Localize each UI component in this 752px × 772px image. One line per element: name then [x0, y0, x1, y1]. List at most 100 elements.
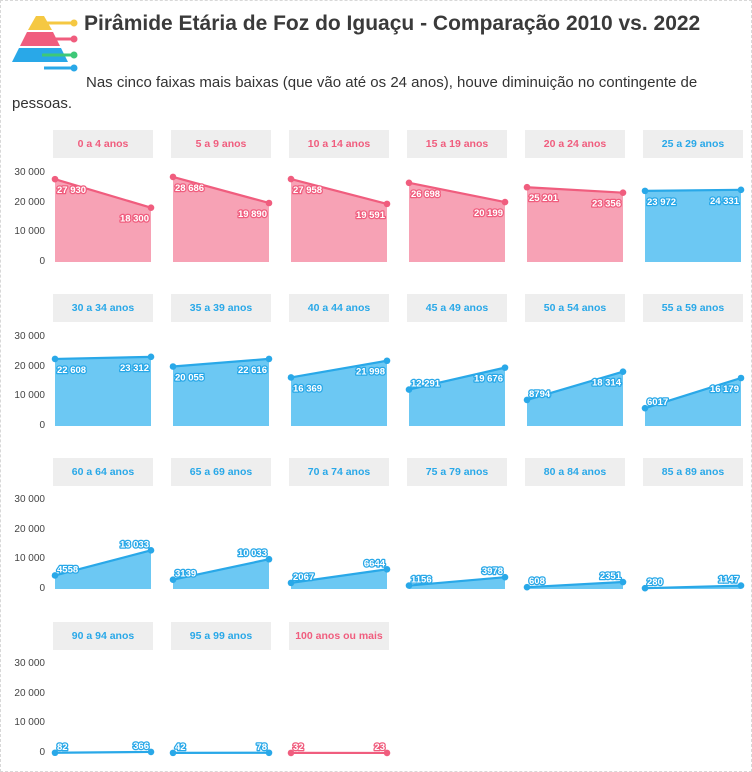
y-tick-label: 10 000	[14, 717, 45, 729]
panel-title: 80 a 84 anos	[525, 458, 625, 486]
series-area	[173, 176, 269, 262]
panel-title: 90 a 94 anos	[53, 622, 153, 650]
series-area	[645, 378, 741, 426]
panel-title: 35 a 39 anos	[171, 294, 271, 322]
data-label-2010: 23 972	[647, 197, 676, 208]
series-line	[526, 580, 624, 589]
y-tick-label: 20 000	[14, 687, 45, 699]
panel-title: 10 a 14 anos	[289, 130, 389, 158]
panel-title: 40 a 44 anos	[289, 294, 389, 322]
series-area	[55, 356, 151, 426]
panel-15: 1156 3978	[405, 565, 509, 589]
chart-header: Pirâmide Etária de Foz do Iguaçu - Compa…	[0, 0, 752, 116]
point-2010	[405, 386, 413, 393]
series-area	[645, 189, 741, 262]
panel-title: 50 a 54 anos	[525, 294, 625, 322]
panel-title: 60 a 64 anos	[53, 458, 153, 486]
point-2022	[265, 355, 273, 363]
data-label-2022: 19 890	[238, 209, 267, 220]
point-2010	[169, 363, 177, 370]
point-2010	[51, 572, 59, 579]
panel-11: 6017 16 179	[641, 374, 745, 426]
panel-3: 26 698 20 199	[405, 179, 509, 262]
point-2010	[405, 179, 413, 187]
series-area	[527, 187, 623, 262]
panel-2: 27 958 19 591	[287, 175, 391, 262]
point-2022	[147, 748, 155, 756]
panel-1: 28 686 19 890	[169, 173, 273, 262]
panel-title: 100 anos ou mais	[289, 622, 389, 650]
data-label-2022: 1147	[718, 575, 739, 586]
point-2010	[169, 576, 177, 583]
data-label-2022: 78	[256, 742, 267, 753]
point-2022	[383, 200, 391, 208]
point-2010	[523, 396, 531, 404]
series-area	[173, 559, 269, 589]
panel-9: 12 291 19 676	[405, 364, 509, 426]
y-tick-label: 10 000	[14, 553, 45, 565]
data-label-2022: 366	[133, 741, 149, 752]
series-line	[644, 584, 742, 590]
series-line	[54, 750, 152, 754]
y-tick-label: 0	[39, 747, 45, 758]
point-2010	[51, 749, 59, 757]
data-label-2010: 27 930	[57, 185, 86, 196]
y-tick-label: 30 000	[14, 167, 45, 178]
y-tick-label: 30 000	[14, 658, 45, 669]
panel-13: 3139 10 033	[169, 547, 273, 589]
point-2022	[737, 186, 745, 194]
data-label-2010: 6017	[647, 397, 668, 408]
series-line	[408, 576, 506, 587]
panel-title: 70 a 74 anos	[289, 458, 389, 486]
panel-title: 95 a 99 anos	[171, 622, 271, 650]
y-tick-label: 0	[39, 256, 45, 267]
point-2022	[383, 357, 391, 365]
series-line	[54, 355, 152, 361]
point-2010	[641, 187, 649, 195]
panel-5: 23 972 24 331	[641, 186, 745, 262]
point-2022	[501, 198, 509, 206]
series-line	[54, 178, 152, 209]
data-label-2022: 19 591	[356, 210, 386, 221]
point-2010	[641, 584, 649, 592]
data-label-2022: 10 033	[238, 548, 267, 559]
data-label-2022: 3978	[482, 566, 503, 577]
point-2010	[405, 582, 413, 589]
y-tick-label: 0	[39, 583, 45, 594]
data-label-2010: 25 201	[529, 193, 559, 204]
data-label-2022: 19 676	[474, 374, 503, 385]
y-tick-label: 0	[39, 420, 45, 431]
series-area	[291, 569, 387, 589]
data-label-2010: 1156	[411, 575, 432, 586]
point-2010	[169, 173, 177, 181]
panel-18: 82 366	[51, 740, 155, 757]
chart-subtitle: Nas cinco faixas mais baixas (que vão at…	[12, 74, 698, 112]
panel-title: 30 a 34 anos	[53, 294, 153, 322]
point-2010	[51, 355, 59, 363]
data-label-2022: 23 356	[592, 199, 621, 210]
panel-10: 8794 18 314	[523, 368, 627, 426]
panel-20: 32 23	[287, 741, 391, 757]
data-label-2010: 26 698	[411, 189, 440, 200]
data-label-2010: 3139	[175, 569, 196, 580]
data-label-2010: 8794	[529, 389, 551, 400]
data-label-2010: 32	[293, 742, 304, 753]
data-label-2010: 4558	[57, 564, 78, 575]
panel-7: 20 055 22 616	[169, 355, 273, 426]
panel-0: 27 930 18 300	[51, 175, 155, 262]
panel-19: 42 78	[169, 740, 273, 757]
point-2010	[523, 183, 531, 191]
series-line	[54, 549, 152, 577]
panel-6: 22 608 23 312	[51, 353, 155, 426]
y-tick-label: 20 000	[14, 196, 45, 208]
panel-8: 16 369 21 998	[287, 357, 391, 426]
series-line	[408, 181, 506, 204]
data-label-2010: 42	[175, 742, 186, 753]
point-2010	[641, 404, 649, 412]
data-label-2022: 22 616	[238, 365, 267, 376]
series-area	[55, 550, 151, 589]
series-line	[644, 188, 742, 192]
panel-title: 25 a 29 anos	[643, 130, 743, 158]
point-2022	[383, 565, 391, 573]
